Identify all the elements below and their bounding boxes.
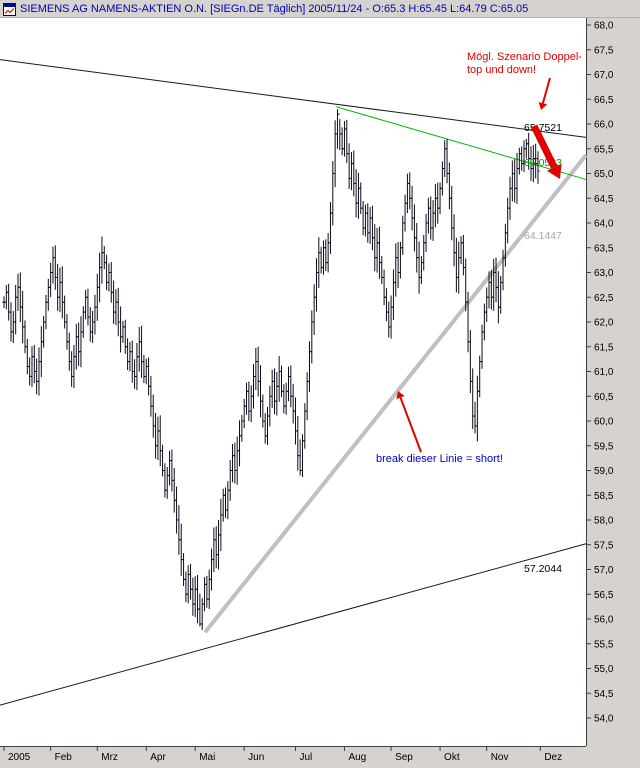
svg-text:Sep: Sep [395,752,413,763]
annotation-break-short[interactable]: break dieser Linie = short! [376,453,503,465]
svg-text:59,5: 59,5 [594,441,614,452]
window-title: SIEMENS AG NAMENS-AKTIEN O.N. [SIEGn.DE … [20,3,529,15]
svg-text:60,5: 60,5 [594,392,614,403]
svg-text:60,0: 60,0 [594,417,614,428]
svg-text:58,0: 58,0 [594,516,614,527]
svg-text:66,0: 66,0 [594,120,614,131]
svg-text:Jun: Jun [248,752,264,763]
svg-text:59,0: 59,0 [594,466,614,477]
svg-text:65,5: 65,5 [594,144,614,155]
svg-text:63,5: 63,5 [594,243,614,254]
svg-text:57.2044: 57.2044 [524,563,562,575]
resistance-upper-trendline[interactable] [0,59,587,138]
svg-text:62,5: 62,5 [594,293,614,304]
svg-text:64,0: 64,0 [594,219,614,230]
window-titlebar[interactable]: SIEMENS AG NAMENS-AKTIEN O.N. [SIEGn.DE … [0,0,640,18]
svg-text:Mrz: Mrz [101,752,118,763]
break-arrow[interactable] [396,391,422,453]
svg-text:65,0: 65,0 [594,169,614,180]
svg-text:58,5: 58,5 [594,491,614,502]
svg-text:56,5: 56,5 [594,590,614,601]
price-bars [2,109,540,630]
svg-text:61,5: 61,5 [594,342,614,353]
svg-text:55,0: 55,0 [594,664,614,675]
svg-text:Apr: Apr [150,752,166,763]
svg-text:57,0: 57,0 [594,565,614,576]
support-gray-trendline[interactable] [203,153,588,634]
svg-text:64.1447: 64.1447 [524,230,562,242]
chart-window-icon[interactable] [3,2,16,16]
svg-text:63,0: 63,0 [594,268,614,279]
svg-text:65.7521: 65.7521 [524,122,562,134]
svg-text:55,5: 55,5 [594,639,614,650]
svg-text:54,0: 54,0 [594,714,614,725]
svg-text:66,5: 66,5 [594,95,614,106]
svg-text:67,0: 67,0 [594,70,614,81]
svg-text:64,5: 64,5 [594,194,614,205]
svg-text:67,5: 67,5 [594,45,614,56]
svg-text:Mai: Mai [199,752,215,763]
svg-text:54,5: 54,5 [594,689,614,700]
svg-text:Okt: Okt [444,752,460,763]
annotation-doppeltop-line2: top und down! [467,64,537,76]
annotation-doppeltop-line1: Mögl. Szenario Doppel- [467,51,582,63]
y-axis: 68,0 67,5 67,0 66,5 66,0 65,5 65,0 64,5 64,0 63,5… [586,21,614,725]
support-lower-trendline[interactable] [0,543,587,706]
down-move-arrow[interactable] [530,124,562,179]
svg-text:2005: 2005 [8,752,31,763]
svg-text:Jul: Jul [299,752,312,763]
svg-text:Dez: Dez [544,752,562,763]
svg-text:Feb: Feb [55,752,73,763]
svg-text:68,0: 68,0 [594,21,614,32]
annotation-doppeltop[interactable]: Mögl. Szenario Doppel- top und down! [467,51,582,77]
svg-text:62,0: 62,0 [594,318,614,329]
resistance-green-trendline[interactable] [335,106,587,180]
svg-text:Aug: Aug [348,752,366,763]
scenario-arrow[interactable] [538,77,551,110]
x-axis: 2005 Feb Mrz Apr Mai Jun Jul Aug Sep Okt Nov Dez [3,746,562,763]
svg-text:57,5: 57,5 [594,540,614,551]
svg-text:Nov: Nov [491,752,509,763]
svg-text:61,0: 61,0 [594,367,614,378]
svg-text:56,0: 56,0 [594,615,614,626]
